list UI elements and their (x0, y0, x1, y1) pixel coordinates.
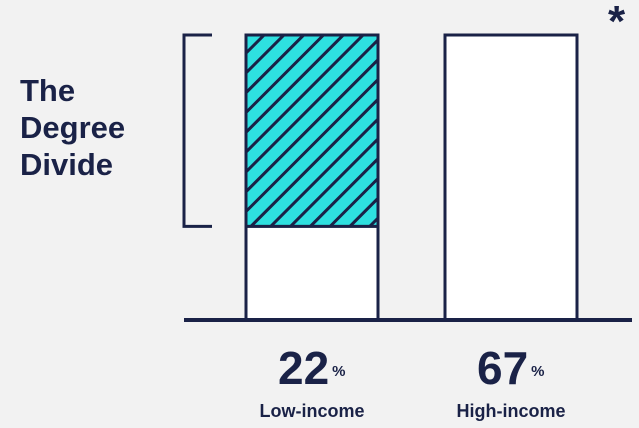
data-label-low-income-number: 22 (278, 342, 330, 394)
chart-title-line-3: Divide (20, 147, 114, 182)
bar-high-income (443, 33, 579, 322)
data-label-high-income-number: 67 (477, 342, 529, 394)
chart-title-line-1: The (20, 73, 76, 108)
gap-bracket (182, 33, 212, 228)
data-label-high-income-percent: % (531, 363, 545, 380)
footnote-asterisk: * (608, 0, 626, 46)
data-label-low-income: 22% (278, 343, 346, 393)
data-label-low-income-percent: % (332, 363, 346, 380)
data-label-high-income: 67% (477, 343, 545, 393)
bar-low-income (244, 224, 380, 322)
category-label-high-income: High-income (456, 401, 566, 421)
gap-hatch-segment (244, 33, 380, 228)
chart-title: The Degree Divide (20, 72, 160, 183)
chart-title-line-2: Degree (20, 110, 126, 145)
category-label-low-income: Low-income (259, 401, 365, 421)
